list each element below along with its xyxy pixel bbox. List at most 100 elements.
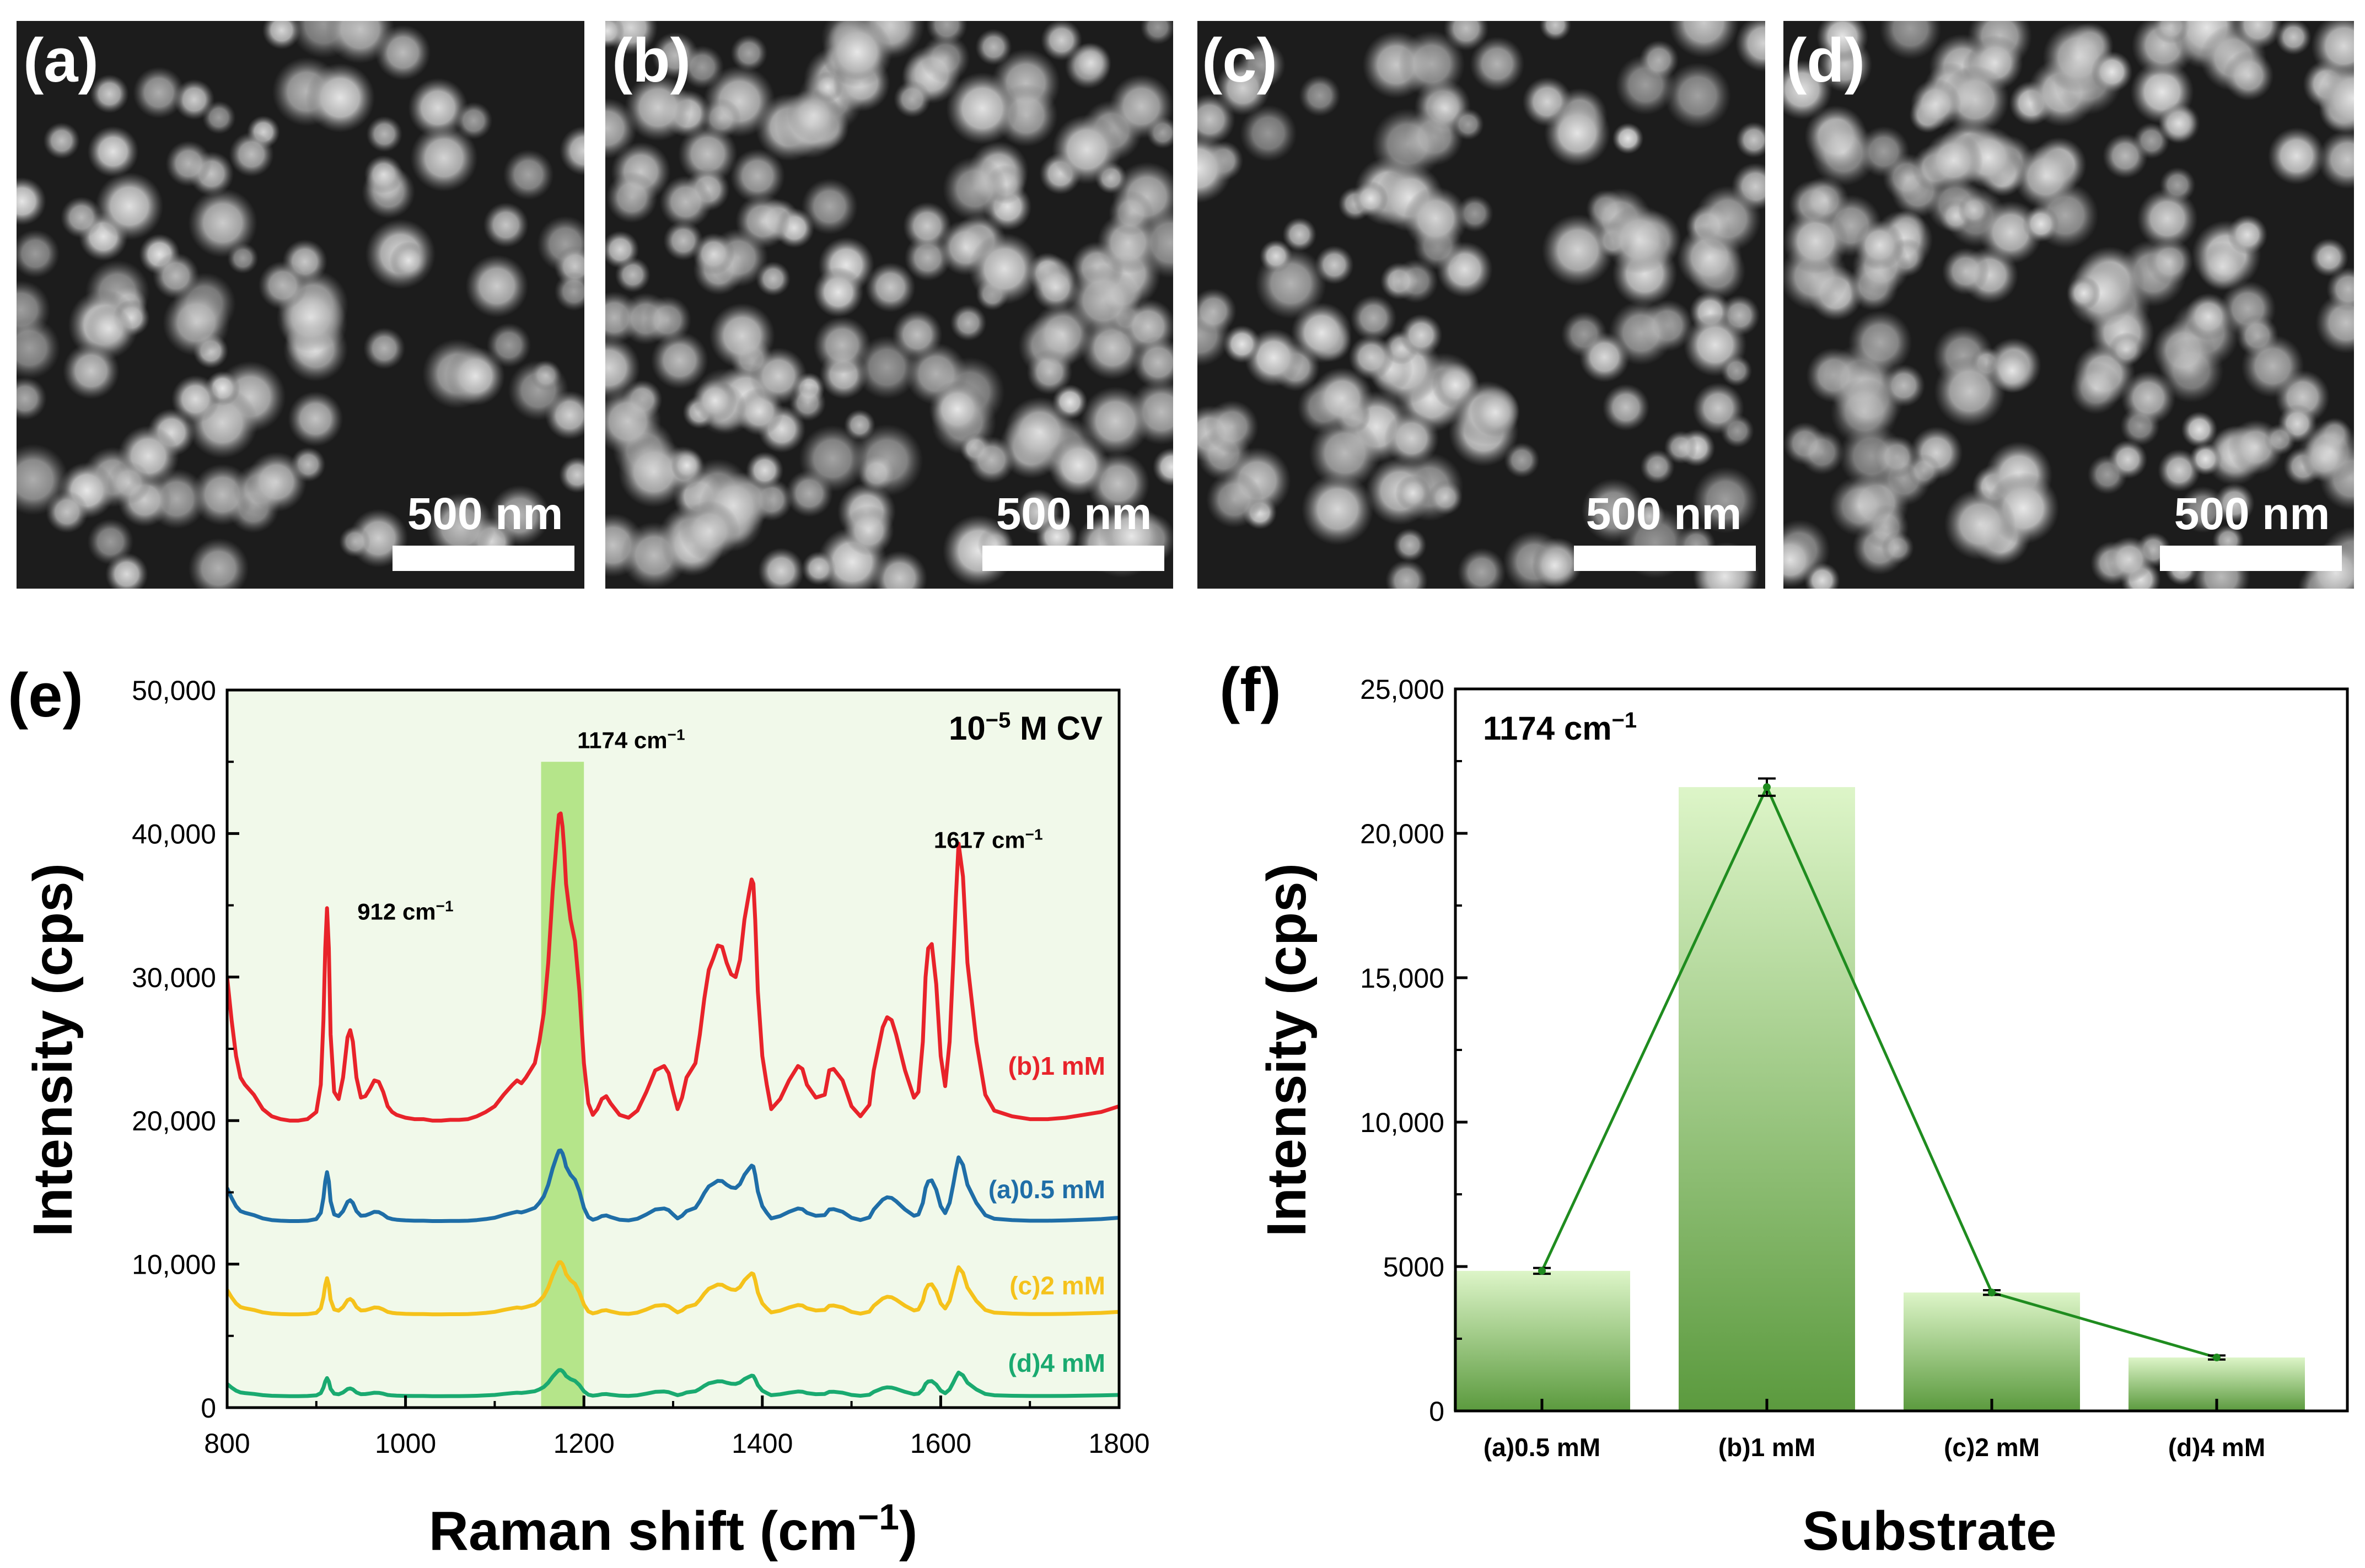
y-tick-label: 0 bbox=[201, 1393, 216, 1424]
nanoparticle bbox=[1197, 133, 1233, 203]
nanoparticle bbox=[2198, 242, 2248, 292]
y-tick-label: 20,000 bbox=[1360, 818, 1444, 849]
nanoparticle bbox=[1197, 288, 1237, 335]
scale-bar-label: 500 nm bbox=[1586, 489, 1742, 539]
nanoparticle bbox=[1067, 264, 1140, 337]
nanoparticle bbox=[2137, 188, 2198, 249]
series-label: (c)2 mM bbox=[1009, 1271, 1105, 1300]
nanoparticle bbox=[2214, 483, 2255, 524]
nanoparticle bbox=[1015, 489, 1061, 535]
nanoparticle bbox=[1400, 314, 1443, 357]
nanoparticle bbox=[651, 331, 709, 389]
nanoparticle bbox=[605, 21, 625, 48]
nanoparticle bbox=[1721, 355, 1753, 387]
nanoparticle bbox=[1109, 191, 1154, 236]
nanoparticle bbox=[903, 202, 952, 251]
nanoparticle bbox=[363, 327, 405, 369]
x-tick-label: 1600 bbox=[910, 1428, 971, 1459]
nanoparticle bbox=[1640, 449, 1675, 484]
nanoparticle bbox=[1385, 559, 1428, 589]
nanoparticle bbox=[892, 309, 943, 360]
nanoparticle bbox=[1934, 355, 2006, 427]
y-axis-ticks: 0 10,000 20,000 30,000 40,000 50,000 bbox=[132, 675, 239, 1424]
nanoparticle bbox=[325, 21, 395, 64]
nanoparticle bbox=[1301, 473, 1374, 546]
nanoparticle bbox=[1206, 471, 1263, 528]
nanoparticle bbox=[2121, 370, 2176, 425]
nanoparticle bbox=[364, 155, 404, 194]
nanoparticle bbox=[410, 124, 478, 192]
data-point bbox=[1988, 1289, 1996, 1297]
nanoparticle bbox=[692, 233, 735, 275]
nanoparticle bbox=[843, 505, 894, 556]
nanoparticle bbox=[2106, 536, 2153, 583]
nanoparticle bbox=[2223, 50, 2274, 101]
nanoparticle bbox=[1049, 435, 1109, 496]
nanoparticle bbox=[2227, 214, 2268, 255]
peak-label-text: 1174 cm bbox=[577, 727, 668, 753]
nanoparticle bbox=[258, 261, 307, 310]
nanoparticle bbox=[946, 72, 1019, 145]
nanoparticle bbox=[1315, 245, 1354, 284]
nanoparticle bbox=[1612, 122, 1644, 154]
nanoparticle bbox=[929, 380, 986, 438]
nanoparticle bbox=[2241, 335, 2304, 398]
nanoparticle bbox=[680, 45, 724, 89]
sem-image-c: (c) 500 nm bbox=[1197, 21, 1765, 589]
nanoparticle bbox=[1579, 332, 1630, 382]
nanoparticle bbox=[2070, 363, 2122, 414]
nanoparticle bbox=[1140, 21, 1173, 45]
nanoparticle bbox=[1471, 387, 1520, 437]
nanoparticle bbox=[693, 379, 737, 423]
nanoparticle bbox=[2233, 21, 2282, 50]
nanoparticle bbox=[2153, 21, 2190, 44]
x-tick-label: 800 bbox=[204, 1428, 250, 1459]
nanoparticle bbox=[802, 551, 836, 586]
nanoparticle bbox=[1282, 217, 1317, 252]
nanoparticle bbox=[530, 359, 562, 391]
raman-spectra-chart: 0 10,000 20,000 30,000 40,000 50,000 800 1000 1… bbox=[8, 661, 1150, 1562]
nanoparticle bbox=[1692, 382, 1744, 434]
nanoparticle bbox=[1602, 384, 1650, 431]
nanoparticle bbox=[2189, 443, 2222, 476]
nanoparticle bbox=[968, 436, 1015, 484]
nanoparticle bbox=[107, 461, 150, 505]
nanoparticle bbox=[1109, 74, 1173, 139]
nanoparticle bbox=[1944, 488, 2016, 560]
nanoparticle bbox=[1958, 193, 1991, 227]
nanoparticle bbox=[17, 376, 47, 421]
nanoparticle bbox=[2067, 276, 2101, 310]
nanoparticle bbox=[489, 485, 550, 546]
nanoparticle bbox=[1350, 295, 1397, 342]
peak-label: 912 cm−1 bbox=[357, 897, 453, 925]
nanoparticle bbox=[1604, 205, 1674, 274]
nanoparticle bbox=[2318, 130, 2354, 189]
nanoparticle bbox=[2013, 145, 2078, 209]
nanoparticle bbox=[133, 67, 185, 118]
nanoparticle bbox=[1398, 30, 1465, 98]
x-tick-label: (d)4 mM bbox=[2168, 1433, 2265, 1462]
y-tick-label: 5000 bbox=[1383, 1252, 1444, 1283]
nanoparticle bbox=[1910, 78, 1961, 130]
nanoparticle bbox=[1799, 429, 1845, 475]
nanoparticle bbox=[1395, 475, 1431, 511]
nanoparticle bbox=[152, 252, 200, 299]
nanoparticle bbox=[465, 255, 529, 318]
nanoparticle bbox=[813, 316, 871, 374]
x-tick-label: (a)0.5 mM bbox=[1484, 1433, 1600, 1462]
nanoparticle bbox=[1428, 480, 1463, 515]
nanoparticle bbox=[679, 500, 740, 561]
nanoparticle bbox=[1393, 528, 1427, 562]
peak-label-exp: −1 bbox=[668, 726, 685, 743]
y-axis-label: Intensity (cps) bbox=[1256, 863, 1318, 1237]
y-tick-label: 15,000 bbox=[1360, 963, 1444, 994]
nanoparticle bbox=[2318, 62, 2354, 134]
nanoparticle bbox=[1882, 531, 1914, 564]
nanoparticle bbox=[1311, 367, 1373, 430]
x-tick-label: 1800 bbox=[1088, 1428, 1149, 1459]
sem-image-b: (b) 500 nm bbox=[605, 21, 1173, 589]
nanoparticle bbox=[2109, 332, 2144, 367]
nanoparticle bbox=[1669, 21, 1739, 58]
nanoparticle bbox=[969, 233, 1040, 305]
